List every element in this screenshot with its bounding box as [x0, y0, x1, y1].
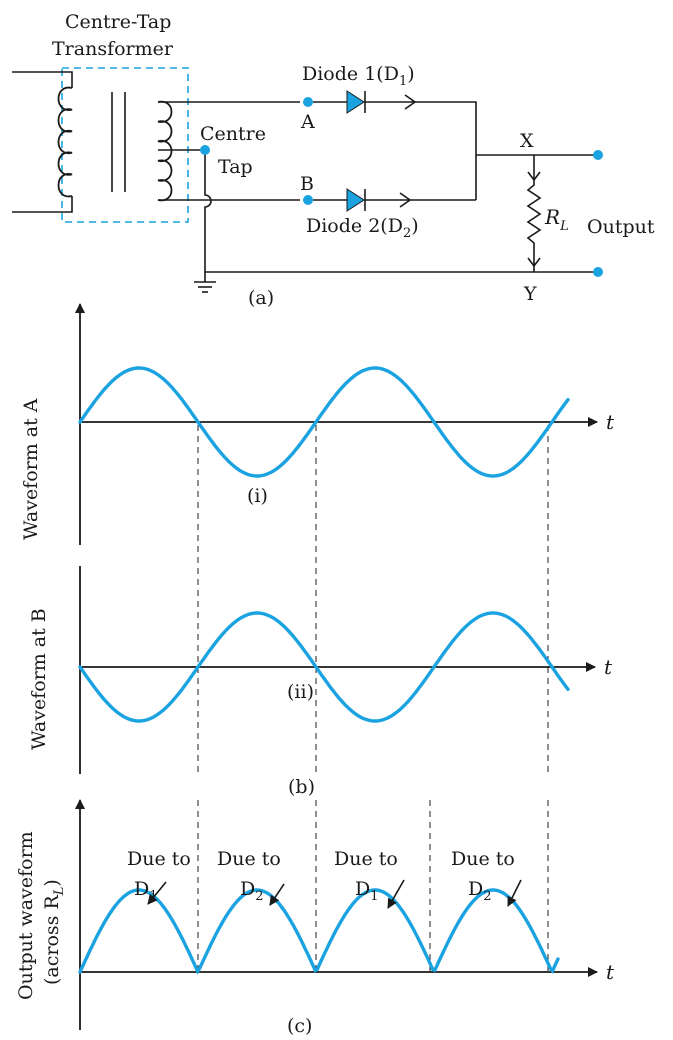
svg-text:D2: D2 — [468, 878, 492, 904]
waveform-b-t-label: t — [604, 655, 613, 679]
ground-icon — [194, 272, 216, 293]
waveform-b-plot: t (ii) Waveform at B — [28, 566, 613, 774]
primary-winding — [12, 71, 73, 213]
output-terminal-y — [593, 267, 603, 277]
hump-4-arrow — [507, 879, 522, 907]
output-label: Output — [587, 216, 655, 238]
hump-1-line1: Due to — [127, 848, 191, 870]
centre-tap-terminal — [200, 145, 210, 155]
svg-text:D1: D1 — [134, 878, 158, 904]
svg-text:Diode 1(D1): Diode 1(D1) — [302, 63, 415, 89]
svg-text:Diode 2(D2): Diode 2(D2) — [306, 215, 419, 241]
resistor-subscript: L — [559, 219, 569, 234]
output-axis-label-close: ) — [41, 879, 63, 886]
hump-label-2: Due to D2 — [217, 848, 285, 906]
output-axis-label-line2: (across R — [41, 895, 63, 985]
node-b-label: B — [300, 173, 314, 195]
hump-2-arrow — [269, 883, 285, 906]
diode-2-label: Diode 2(D — [306, 215, 403, 237]
output-axis-label-subscript: L — [52, 887, 67, 897]
node-a-terminal — [303, 97, 313, 107]
hump-4-line2: D — [468, 878, 483, 900]
waveform-a-caption: (i) — [247, 485, 268, 507]
diode-2-icon — [313, 188, 476, 212]
hump-3-line2: D — [355, 878, 370, 900]
circuit-diagram: Centre-Tap Transformer Centre Tap — [12, 11, 655, 309]
hump-2-line2: D — [240, 878, 255, 900]
diode-2-label-close: ) — [411, 215, 418, 237]
node-y-label: Y — [523, 283, 537, 305]
hump-label-1: Due to D1 — [127, 848, 191, 905]
svg-text:D2: D2 — [240, 878, 264, 904]
diode-1-label-close: ) — [407, 63, 414, 85]
panel-b-caption: (b) — [288, 776, 315, 798]
transformer-label-line1: Centre-Tap — [65, 11, 171, 33]
hump-4-subscript: 2 — [483, 889, 491, 904]
waveform-a-axis-label: Waveform at A — [20, 398, 42, 540]
hump-2-line1: Due to — [217, 848, 281, 870]
waveform-a-plot: t (i) Waveform at A — [20, 303, 615, 545]
transformer-box — [61, 67, 189, 223]
hump-1-line2: D — [134, 878, 149, 900]
output-axis-label-line1: Output waveform — [15, 831, 37, 1000]
phase-guide-lines — [197, 425, 549, 972]
hump-2-subscript: 2 — [255, 889, 263, 904]
hump-3-arrow — [387, 879, 405, 909]
svg-text:(across RL): (across RL) — [41, 879, 67, 985]
output-waveform-plot: t (c) Output waveform (across RL) Due to… — [15, 799, 615, 1037]
hump-label-3: Due to D1 — [334, 848, 405, 909]
node-b-terminal — [303, 195, 313, 205]
diode-1-icon — [313, 90, 477, 200]
hump-3-line1: Due to — [334, 848, 398, 870]
waveform-b-caption: (ii) — [287, 681, 314, 703]
svg-text:D1: D1 — [355, 878, 379, 904]
diode-1-subscript: 1 — [399, 74, 407, 89]
load-resistor-icon — [526, 155, 542, 272]
hump-1-arrow — [147, 881, 167, 905]
output-t-label: t — [606, 960, 615, 984]
hump-4-line1: Due to — [451, 848, 515, 870]
diode-1-label: Diode 1(D — [302, 63, 399, 85]
centre-tap-wire — [204, 150, 600, 273]
centre-tap-label-line1: Centre — [200, 123, 266, 145]
hump-label-4: Due to D2 — [451, 848, 522, 907]
diode-2-subscript: 2 — [403, 226, 411, 241]
node-a-label: A — [300, 111, 315, 133]
centre-tap-label-line2: Tap — [218, 156, 253, 178]
resistor-label: R — [544, 205, 560, 229]
node-x-label: X — [520, 130, 534, 152]
secondary-winding — [157, 100, 300, 202]
svg-text:RL: RL — [544, 205, 569, 234]
hump-3-subscript: 1 — [370, 889, 378, 904]
waveform-a-t-label: t — [606, 410, 615, 434]
output-terminal-x — [593, 150, 603, 160]
output-caption: (c) — [287, 1015, 312, 1037]
waveform-b-axis-label: Waveform at B — [28, 608, 50, 750]
transformer-label-line2: Transformer — [52, 38, 174, 60]
circuit-caption: (a) — [248, 287, 274, 309]
